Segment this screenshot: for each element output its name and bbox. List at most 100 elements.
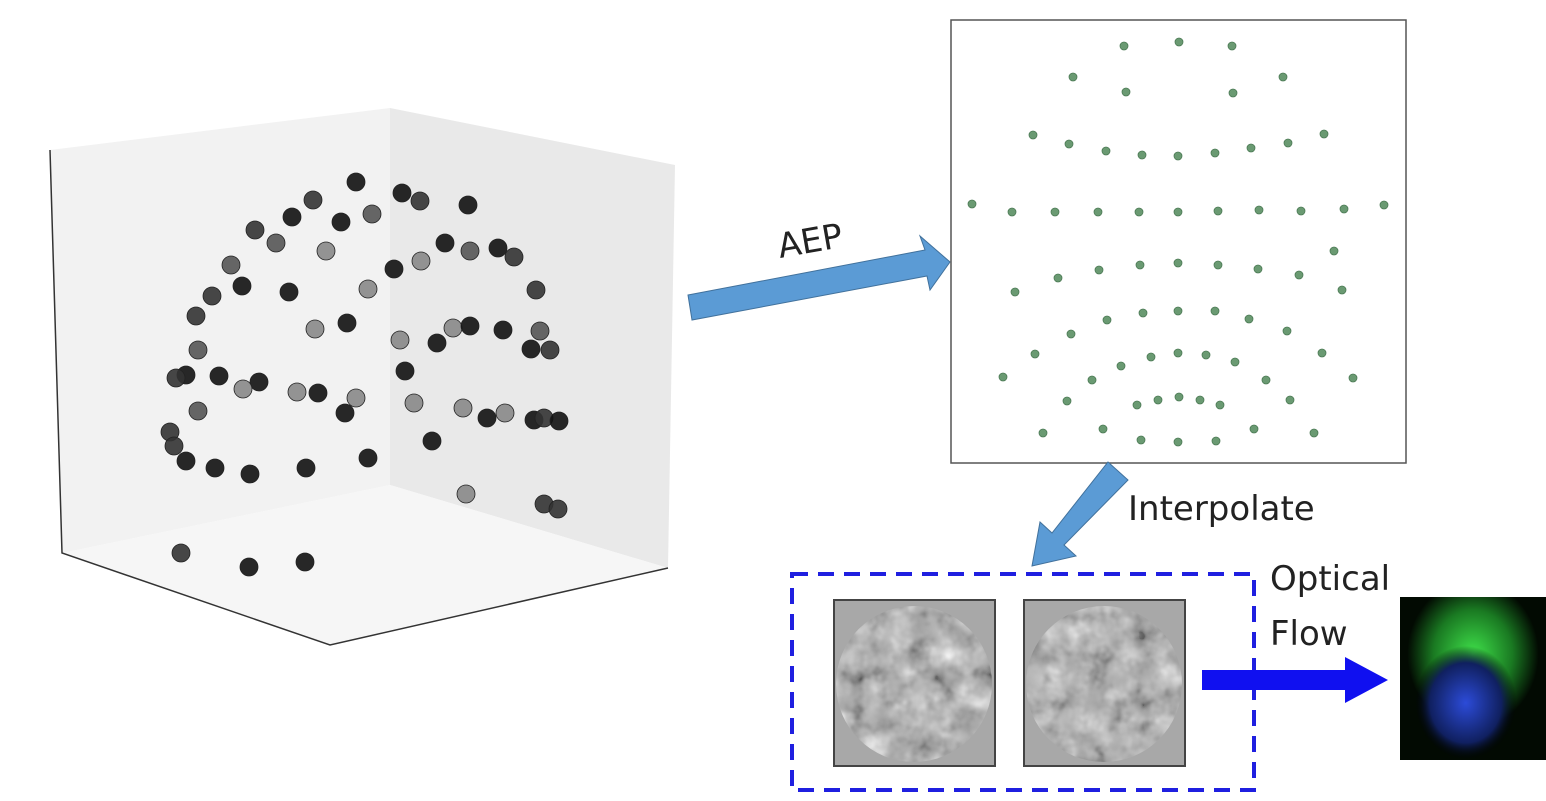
dot [1211,307,1219,315]
dot [283,208,301,226]
interpolated-image-2 [1024,600,1185,766]
page: AEP Interpolate Optical Flow (() => { co… [0,0,1546,797]
dot [363,205,381,223]
dot [1295,271,1303,279]
dot [1138,151,1146,159]
dot [1174,259,1182,267]
dot [1099,425,1107,433]
dot [459,196,477,214]
diagram: AEP Interpolate Optical Flow [0,0,1546,797]
dot [1054,274,1062,282]
dot [1120,42,1128,50]
dot [550,412,568,430]
dot [1245,315,1253,323]
dot [1254,265,1262,273]
dot [1088,376,1096,384]
dot [1094,208,1102,216]
dot [297,459,315,477]
dot [267,234,285,252]
dot [405,394,423,412]
dot [189,341,207,359]
dot [1228,42,1236,50]
dot [457,485,475,503]
dot [494,321,512,339]
dot [1250,425,1258,433]
dot [332,213,350,231]
dot [1211,149,1219,157]
dot [1174,208,1182,216]
dot [280,283,298,301]
dot [505,248,523,266]
dot [1330,247,1338,255]
dot [250,373,268,391]
dot [1229,89,1237,97]
dot [436,234,454,252]
dot [233,277,251,295]
dot [246,221,264,239]
dot [478,409,496,427]
dot [304,191,322,209]
dot [391,331,409,349]
dot [1279,73,1287,81]
dot [1133,401,1141,409]
dot [1283,327,1291,335]
arrow-interpolate [1032,462,1128,566]
dot [489,239,507,257]
dot [522,340,540,358]
dot [1318,349,1326,357]
dot [1286,396,1294,404]
dot [1174,438,1182,446]
dot [165,437,183,455]
scatter-3d [50,108,675,645]
dot [1174,349,1182,357]
dot [347,389,365,407]
dot [1102,147,1110,155]
dot [167,369,185,387]
dot [385,260,403,278]
dot [1031,350,1039,358]
dot [444,319,462,337]
dot [1320,130,1328,138]
dot [1174,307,1182,315]
dot [454,399,472,417]
label-aep: AEP [775,216,846,267]
dot [177,452,195,470]
dot [234,380,252,398]
dot [1117,362,1125,370]
dot [359,280,377,298]
dot [1147,353,1155,361]
dot [187,307,205,325]
dot [1008,208,1016,216]
dot [1284,139,1292,147]
dot [549,500,567,518]
dot [336,404,354,422]
dot [461,317,479,335]
dot [1196,396,1204,404]
dot [338,314,356,332]
dot [1338,286,1346,294]
dot [1174,152,1182,160]
dot [1065,140,1073,148]
dot [1103,316,1111,324]
dot [393,184,411,202]
dot [1175,393,1183,401]
dot [423,432,441,450]
dot [1212,437,1220,445]
dot [1216,401,1224,409]
dot [1095,266,1103,274]
dot [1214,261,1222,269]
dot [1255,206,1263,214]
dot [496,404,514,422]
dot [317,242,335,260]
label-flow: Flow [1270,614,1348,654]
dot [1349,374,1357,382]
dot [1214,207,1222,215]
dot [1137,436,1145,444]
dot [1039,429,1047,437]
dot [210,367,228,385]
dot [461,242,479,260]
label-optical: Optical [1270,559,1390,599]
dot [347,173,365,191]
optical-flow-image [1400,597,1546,760]
dot [428,334,446,352]
